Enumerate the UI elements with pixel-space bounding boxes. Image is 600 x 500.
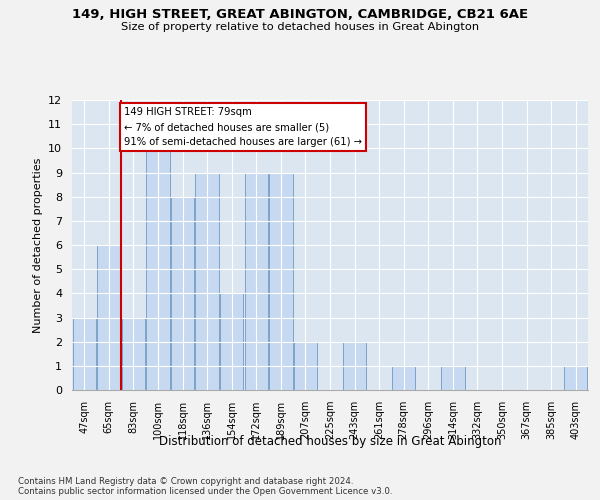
Bar	[146, 148, 170, 390]
Bar	[269, 172, 293, 390]
Bar	[564, 366, 587, 390]
Bar	[73, 318, 96, 390]
Text: Contains public sector information licensed under the Open Government Licence v3: Contains public sector information licen…	[18, 488, 392, 496]
Text: Contains HM Land Registry data © Crown copyright and database right 2024.: Contains HM Land Registry data © Crown c…	[18, 478, 353, 486]
Bar	[343, 342, 366, 390]
Bar	[122, 318, 145, 390]
Bar	[196, 172, 219, 390]
Bar	[220, 294, 244, 390]
Text: Distribution of detached houses by size in Great Abington: Distribution of detached houses by size …	[159, 435, 501, 448]
Bar	[171, 196, 194, 390]
Y-axis label: Number of detached properties: Number of detached properties	[32, 158, 43, 332]
Bar	[294, 342, 317, 390]
Bar	[392, 366, 415, 390]
Bar	[97, 245, 121, 390]
Bar	[441, 366, 464, 390]
Text: 149, HIGH STREET, GREAT ABINGTON, CAMBRIDGE, CB21 6AE: 149, HIGH STREET, GREAT ABINGTON, CAMBRI…	[72, 8, 528, 20]
Text: 149 HIGH STREET: 79sqm
← 7% of detached houses are smaller (5)
91% of semi-detac: 149 HIGH STREET: 79sqm ← 7% of detached …	[124, 108, 362, 147]
Bar	[245, 172, 268, 390]
Text: Size of property relative to detached houses in Great Abington: Size of property relative to detached ho…	[121, 22, 479, 32]
